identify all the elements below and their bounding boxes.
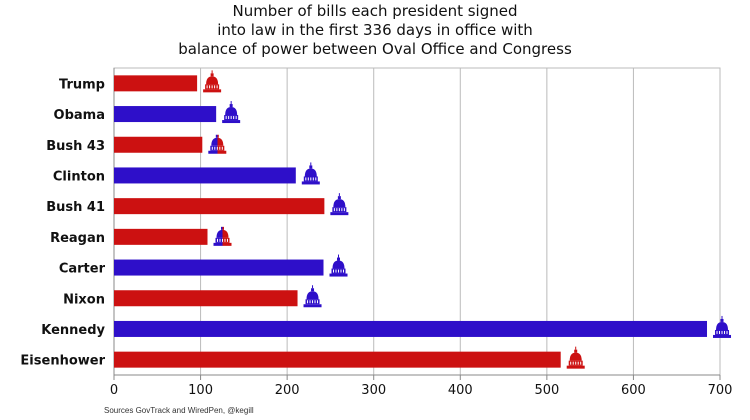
category-label: Trump — [59, 77, 105, 92]
capitol-dome-icon — [713, 315, 732, 338]
bar — [114, 198, 325, 215]
title-line-1: Number of bills each president signed — [232, 2, 518, 20]
x-tick-label: 100 — [188, 383, 213, 398]
category-label: Reagan — [50, 231, 105, 246]
bar — [114, 136, 203, 153]
bar — [114, 228, 208, 245]
bar — [114, 259, 324, 276]
category-label: Kennedy — [41, 323, 105, 338]
category-label: Bush 41 — [46, 200, 105, 215]
bar — [114, 351, 561, 368]
bar — [114, 167, 296, 184]
bar — [114, 106, 217, 123]
category-label: Obama — [54, 108, 105, 123]
capitol-dome-icon — [303, 285, 322, 308]
category-label: Carter — [59, 262, 106, 277]
x-tick-label: 0 — [110, 383, 118, 398]
capitol-dome-icon — [329, 254, 348, 277]
capitol-dome-icon — [301, 162, 320, 185]
category-label: Clinton — [53, 169, 105, 184]
x-tick-label: 700 — [708, 383, 733, 398]
bar — [114, 290, 298, 307]
capitol-dome-icon — [203, 70, 222, 93]
category-label: Nixon — [63, 292, 105, 307]
capitol-dome-icon — [330, 193, 349, 216]
capitol-dome-icon — [208, 131, 227, 154]
x-tick-label: 200 — [275, 383, 300, 398]
title-line-3: balance of power between Oval Office and… — [178, 40, 572, 58]
capitol-dome-icon — [213, 223, 232, 246]
x-tick-label: 300 — [361, 383, 386, 398]
source-note: Sources GovTrack and WiredPen, @kegill — [104, 406, 254, 415]
bar — [114, 320, 708, 337]
bar — [114, 75, 198, 92]
x-tick-label: 600 — [621, 383, 646, 398]
capitol-dome-icon — [566, 346, 585, 369]
chart-title: Number of bills each president signed in… — [0, 2, 750, 59]
category-label: Eisenhower — [20, 354, 105, 369]
title-line-2: into law in the first 336 days in office… — [217, 21, 533, 39]
x-tick-label: 500 — [534, 383, 559, 398]
x-tick-label: 400 — [448, 383, 473, 398]
capitol-dome-icon — [222, 101, 241, 124]
category-label: Bush 43 — [46, 139, 105, 154]
